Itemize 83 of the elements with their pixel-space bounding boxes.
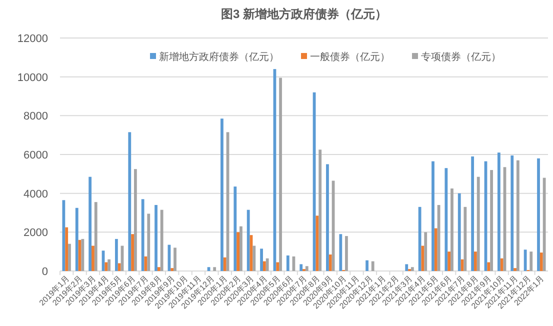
bar bbox=[115, 238, 118, 271]
bar bbox=[476, 176, 480, 271]
bar bbox=[316, 216, 319, 271]
bar bbox=[434, 228, 438, 271]
bar bbox=[104, 262, 108, 271]
bar bbox=[252, 246, 256, 271]
bar bbox=[410, 267, 414, 271]
bar bbox=[131, 234, 134, 271]
bar bbox=[500, 258, 504, 271]
bar bbox=[240, 226, 242, 271]
bar bbox=[444, 168, 448, 271]
bar bbox=[223, 257, 226, 271]
bar bbox=[490, 170, 493, 271]
bar bbox=[157, 267, 160, 271]
bar bbox=[371, 261, 374, 271]
bar bbox=[328, 254, 332, 271]
bar bbox=[542, 178, 546, 271]
bar bbox=[147, 214, 150, 271]
bar bbox=[540, 252, 543, 271]
bar bbox=[510, 155, 514, 271]
bar bbox=[514, 268, 516, 271]
y-tick-label: 6000 bbox=[24, 150, 48, 162]
bar bbox=[81, 238, 84, 271]
bar bbox=[262, 261, 266, 271]
y-tick-label: 8000 bbox=[24, 110, 48, 123]
bar bbox=[94, 202, 98, 271]
bar bbox=[75, 208, 78, 271]
y-tick-label: 2000 bbox=[24, 227, 48, 240]
bar bbox=[260, 248, 263, 271]
y-tick-label: 0 bbox=[42, 266, 48, 278]
bar bbox=[366, 260, 368, 271]
bar bbox=[448, 252, 451, 271]
bar bbox=[424, 232, 428, 271]
bar bbox=[418, 206, 422, 271]
bar bbox=[487, 262, 490, 271]
bar bbox=[432, 161, 434, 271]
bar bbox=[450, 188, 454, 271]
bar bbox=[300, 264, 303, 271]
bar bbox=[345, 236, 348, 271]
bar bbox=[276, 262, 280, 271]
bar bbox=[118, 263, 121, 271]
bar bbox=[62, 200, 66, 271]
bar bbox=[471, 156, 474, 271]
bar bbox=[326, 164, 329, 271]
bar bbox=[286, 255, 290, 271]
bar bbox=[65, 227, 68, 271]
bar bbox=[234, 186, 237, 271]
bar bbox=[68, 244, 71, 271]
legend-label: 新增地方政府债券（亿元） bbox=[159, 51, 279, 63]
y-tick-label: 4000 bbox=[24, 188, 48, 200]
bar bbox=[279, 78, 282, 271]
bar bbox=[88, 176, 92, 271]
bar bbox=[405, 264, 408, 271]
bar bbox=[154, 204, 158, 271]
bar bbox=[339, 234, 342, 271]
bar bbox=[141, 199, 144, 271]
bar bbox=[92, 246, 94, 271]
bar bbox=[220, 118, 224, 271]
bar bbox=[236, 232, 240, 271]
bar bbox=[516, 160, 520, 271]
bar bbox=[174, 248, 176, 271]
bar bbox=[246, 210, 250, 271]
y-tick-label: 12000 bbox=[17, 33, 48, 45]
bar bbox=[266, 258, 269, 271]
bar bbox=[128, 132, 132, 271]
y-tick-label: 10000 bbox=[17, 72, 48, 84]
bar bbox=[464, 206, 467, 271]
chart-title: 图3 新增地方政府债券（亿元） bbox=[220, 7, 388, 21]
bar bbox=[497, 152, 500, 271]
legend-label: 专项债券（亿元） bbox=[421, 51, 501, 63]
bar bbox=[160, 210, 164, 271]
bar bbox=[474, 252, 477, 271]
bar bbox=[305, 266, 308, 271]
legend-label: 一般债券（亿元） bbox=[310, 51, 390, 63]
bar bbox=[170, 268, 174, 271]
bar bbox=[537, 158, 540, 271]
bar bbox=[524, 250, 527, 271]
bar bbox=[108, 259, 111, 271]
bar bbox=[134, 169, 137, 271]
bar bbox=[530, 252, 533, 271]
bar bbox=[213, 267, 216, 271]
bar bbox=[318, 150, 322, 271]
bar bbox=[458, 193, 461, 271]
